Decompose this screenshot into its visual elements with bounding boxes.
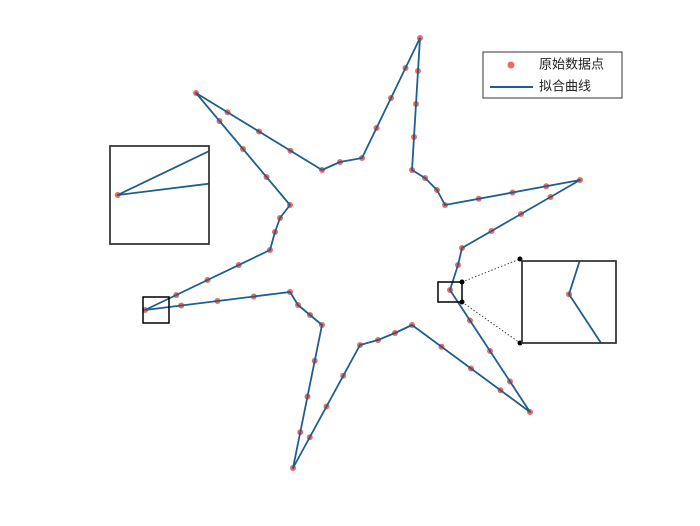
legend-box (482, 51, 623, 99)
data-point (285, 486, 291, 492)
data-point (390, 158, 396, 164)
inset-frame (109, 145, 210, 245)
inset-frame (521, 260, 617, 344)
zoom-source-box (437, 281, 463, 303)
zoom-source-box (142, 296, 170, 324)
connector-dot (459, 279, 465, 285)
legend: 原始数据点 拟合曲线 (482, 51, 623, 99)
data-point (418, 428, 424, 434)
data-point (696, 173, 700, 179)
inset-border (521, 260, 617, 344)
legend-marker (507, 61, 515, 69)
data-point (215, 506, 221, 512)
data-point (67, 428, 73, 434)
legend-label: 原始数据点 (539, 58, 604, 73)
data-point (613, 127, 619, 133)
data-point (644, 410, 650, 416)
connector-dot (459, 299, 465, 305)
legend-label: 拟合曲线 (539, 80, 591, 95)
data-point (352, 78, 358, 84)
inset-plot (115, 0, 700, 526)
fitted-line (145, 38, 580, 468)
data-point (597, 194, 603, 200)
plot-area (142, 35, 583, 471)
data-point (528, 141, 534, 147)
zoom-connector (461, 301, 521, 344)
inset (115, 0, 700, 526)
inset-border (109, 145, 210, 245)
data-point (666, 124, 672, 130)
zoom-connector (461, 258, 521, 283)
data-point (533, 513, 539, 519)
data-point (471, 21, 477, 27)
data-point (352, 459, 358, 465)
data-point (20, 389, 26, 395)
data-point (252, 175, 258, 181)
